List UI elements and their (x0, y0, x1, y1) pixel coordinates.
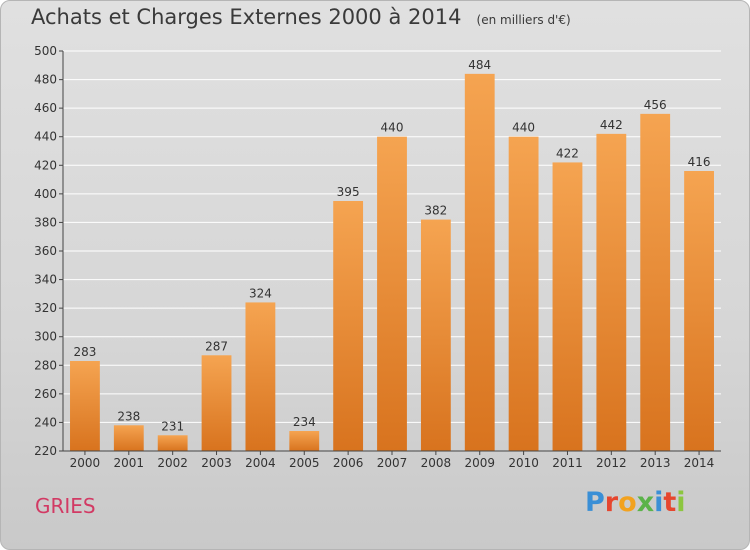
y-tick-label: 480 (34, 73, 57, 87)
x-tick-label: 2001 (114, 456, 145, 470)
data-label: 442 (600, 118, 623, 132)
bar-2009 (464, 73, 495, 451)
logo-letter: r (604, 487, 619, 518)
x-tick-label: 2013 (640, 456, 671, 470)
commune-name: GRIES (35, 494, 96, 518)
y-tick-label: 440 (34, 130, 57, 144)
logo-letter: t (663, 487, 677, 518)
y-tick-label: 240 (34, 415, 57, 429)
y-tick-label: 400 (34, 187, 57, 201)
data-label: 416 (688, 155, 711, 169)
data-label: 440 (512, 121, 535, 135)
x-tick-label: 2012 (596, 456, 627, 470)
y-tick-label: 340 (34, 273, 57, 287)
x-tick-label: 2004 (245, 456, 276, 470)
y-tick-label: 380 (34, 215, 57, 229)
logo-letter: P (585, 487, 605, 518)
y-tick-label: 320 (34, 301, 57, 315)
labels: 220 240 260 280 300 320 340 360 380 400 420 440 460 4… (34, 44, 714, 470)
bar-2002 (157, 435, 188, 451)
bar-2006 (333, 201, 364, 451)
bar-2004 (245, 302, 276, 451)
y-tick-label: 260 (34, 387, 57, 401)
data-label: 324 (249, 286, 272, 300)
data-label: 283 (73, 345, 96, 359)
x-tick-label: 2008 (421, 456, 452, 470)
data-label: 440 (381, 121, 404, 135)
data-label: 395 (337, 185, 360, 199)
title-row: Achats et Charges Externes 2000 à 2014 (… (31, 5, 571, 29)
chart-unit: (en milliers d'€) (476, 13, 571, 27)
data-label: 484 (468, 58, 491, 72)
x-tick-label: 2011 (552, 456, 583, 470)
x-tick-label: 2005 (289, 456, 320, 470)
data-label: 382 (424, 204, 447, 218)
chart-title: Achats et Charges Externes 2000 à 2014 (31, 5, 462, 29)
y-tick-label: 220 (34, 444, 57, 458)
x-tick-label: 2000 (70, 456, 101, 470)
y-tick-label: 360 (34, 244, 57, 258)
bar-2013 (640, 113, 671, 451)
bar-2005 (289, 431, 320, 451)
logo-letter: i (676, 487, 686, 518)
bar-2011 (552, 162, 583, 451)
logo-letter: o (618, 487, 637, 518)
logo-letter: x (636, 487, 655, 518)
bar-2010 (508, 136, 539, 451)
data-label: 238 (117, 409, 140, 423)
y-tick-label: 420 (34, 158, 57, 172)
data-label: 422 (556, 146, 579, 160)
y-tick-label: 300 (34, 330, 57, 344)
bar-2008 (420, 219, 451, 451)
data-label: 456 (644, 98, 667, 112)
bar-2007 (377, 136, 407, 451)
x-tick-label: 2006 (333, 456, 364, 470)
data-label: 234 (293, 415, 316, 429)
axes (59, 50, 721, 455)
x-tick-label: 2003 (201, 456, 232, 470)
logo-letter: i (654, 487, 664, 518)
x-tick-label: 2014 (684, 456, 715, 470)
proxiti-logo[interactable]: Proxiti (585, 487, 686, 518)
bar-2014 (684, 171, 714, 451)
data-label: 287 (205, 339, 228, 353)
bars (70, 73, 714, 451)
y-tick-label: 280 (34, 358, 57, 372)
x-tick-label: 2002 (157, 456, 188, 470)
bar-2003 (201, 355, 232, 451)
x-tick-label: 2007 (377, 456, 408, 470)
y-tick-label: 460 (34, 101, 57, 115)
y-tick-label: 500 (34, 44, 57, 58)
bar-2000 (70, 361, 100, 451)
bar-2001 (113, 425, 144, 451)
bar-2012 (596, 133, 627, 451)
x-tick-label: 2010 (508, 456, 539, 470)
x-tick-label: 2009 (464, 456, 495, 470)
data-label: 231 (161, 419, 184, 433)
